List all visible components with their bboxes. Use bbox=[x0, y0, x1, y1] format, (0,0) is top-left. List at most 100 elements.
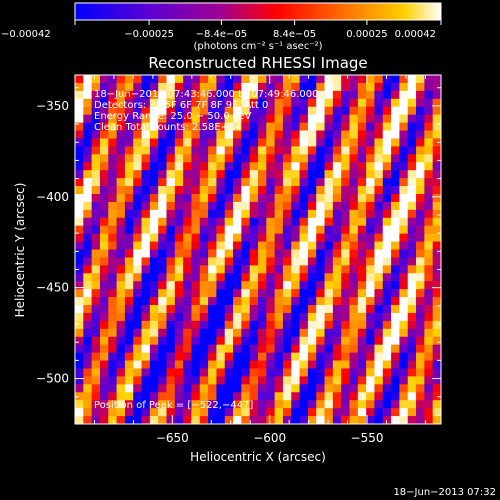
heatmap-cell bbox=[141, 162, 151, 171]
heatmap-cell bbox=[75, 209, 84, 219]
heatmap-cell bbox=[282, 265, 292, 274]
heatmap-cell bbox=[99, 408, 109, 417]
heatmap-cell bbox=[274, 241, 284, 251]
heatmap-cell bbox=[349, 75, 359, 84]
heatmap-cell bbox=[208, 138, 218, 147]
heatmap-cell bbox=[399, 297, 409, 306]
heatmap-cell bbox=[424, 376, 434, 385]
heatmap-cell bbox=[374, 265, 384, 274]
heatmap-cell bbox=[141, 257, 151, 266]
heatmap-cell bbox=[366, 209, 376, 219]
heatmap-cell bbox=[141, 344, 151, 354]
heatmap-cell bbox=[282, 352, 292, 362]
heatmap-cell bbox=[374, 416, 384, 424]
heatmap-cell bbox=[407, 122, 417, 132]
heatmap-cell bbox=[258, 217, 267, 227]
x-tick-label: −650 bbox=[156, 431, 189, 445]
heatmap-cell bbox=[83, 384, 93, 393]
heatmap-cell bbox=[75, 265, 84, 274]
heatmap-cell bbox=[341, 392, 351, 401]
heatmap-cell bbox=[382, 146, 392, 155]
heatmap-cell bbox=[166, 289, 176, 298]
heatmap-cell bbox=[141, 154, 151, 163]
heatmap-cell bbox=[249, 400, 259, 409]
heatmap-cell bbox=[391, 82, 401, 92]
heatmap-cell bbox=[183, 328, 193, 338]
heatmap-cell bbox=[307, 201, 317, 211]
heatmap-cell bbox=[341, 82, 351, 92]
heatmap-cell bbox=[432, 416, 441, 424]
heatmap-cell bbox=[99, 305, 109, 314]
heatmap-cell bbox=[341, 130, 351, 140]
heatmap-cell bbox=[124, 233, 134, 243]
heatmap-cell bbox=[366, 265, 376, 274]
heatmap-cell bbox=[224, 114, 234, 124]
heatmap-cell bbox=[266, 400, 276, 409]
heatmap-cell bbox=[216, 400, 226, 409]
heatmap-cell bbox=[208, 360, 218, 370]
heatmap-cell bbox=[324, 90, 334, 100]
heatmap-cell bbox=[258, 281, 267, 290]
heatmap-cell bbox=[241, 233, 251, 243]
heatmap-cell bbox=[116, 178, 126, 187]
heatmap-cell bbox=[158, 146, 168, 155]
heatmap-cell bbox=[91, 289, 101, 298]
heatmap-cell bbox=[366, 217, 376, 227]
heatmap-cell bbox=[407, 352, 417, 362]
heatmap-cell bbox=[149, 384, 159, 393]
heatmap-cell bbox=[332, 257, 342, 266]
heatmap-cell bbox=[266, 265, 276, 274]
heatmap-cell bbox=[124, 178, 134, 187]
heatmap-cell bbox=[216, 408, 226, 417]
heatmap-cell bbox=[191, 265, 201, 274]
heatmap-cell bbox=[324, 233, 334, 243]
heatmap-cell bbox=[366, 368, 376, 378]
heatmap-cell bbox=[299, 281, 309, 290]
heatmap-cell bbox=[116, 209, 126, 219]
heatmap-cell bbox=[366, 416, 376, 424]
heatmap-cell bbox=[91, 162, 101, 171]
heatmap-cell bbox=[83, 170, 93, 179]
heatmap-cell bbox=[332, 384, 342, 393]
heatmap-cell bbox=[424, 273, 434, 282]
heatmap-cell bbox=[332, 98, 342, 108]
heatmap-cell bbox=[307, 312, 317, 322]
heatmap-cell bbox=[274, 305, 284, 314]
heatmap-cell bbox=[274, 297, 284, 306]
heatmap-cell bbox=[91, 305, 101, 314]
heatmap-cell bbox=[91, 154, 101, 163]
heatmap-cell bbox=[424, 360, 434, 370]
heatmap-cell bbox=[349, 400, 359, 409]
heatmap-cell bbox=[416, 281, 425, 290]
heatmap-cell bbox=[282, 186, 292, 195]
heatmap-cell bbox=[216, 193, 226, 203]
heatmap-cell bbox=[324, 376, 334, 385]
heatmap-cell bbox=[166, 368, 176, 378]
heatmap-cell bbox=[208, 400, 218, 409]
heatmap-cell bbox=[116, 170, 126, 179]
heatmap-cell bbox=[83, 241, 93, 251]
heatmap-cell bbox=[199, 90, 209, 100]
heatmap-cell bbox=[174, 416, 184, 424]
heatmap-cell bbox=[416, 209, 425, 219]
heatmap-cell bbox=[216, 122, 226, 132]
heatmap-cell bbox=[382, 297, 392, 306]
heatmap-cell bbox=[349, 106, 359, 116]
heatmap-cell bbox=[424, 146, 434, 155]
heatmap-cell bbox=[432, 328, 441, 338]
heatmap-cell bbox=[316, 82, 326, 92]
heatmap-cell bbox=[291, 312, 301, 322]
heatmap-cell bbox=[274, 162, 284, 171]
heatmap-cell bbox=[316, 193, 326, 203]
heatmap-cell bbox=[299, 154, 309, 163]
heatmap-cell bbox=[191, 305, 201, 314]
heatmap-cell bbox=[266, 122, 276, 132]
heatmap-cell bbox=[241, 249, 251, 259]
heatmap-cell bbox=[424, 305, 434, 314]
heatmap-cell bbox=[91, 225, 101, 235]
heatmap-cell bbox=[349, 162, 359, 171]
heatmap-cell bbox=[108, 281, 118, 290]
heatmap-cell bbox=[357, 233, 367, 243]
heatmap-cell bbox=[324, 352, 334, 362]
heatmap-cell bbox=[349, 408, 359, 417]
